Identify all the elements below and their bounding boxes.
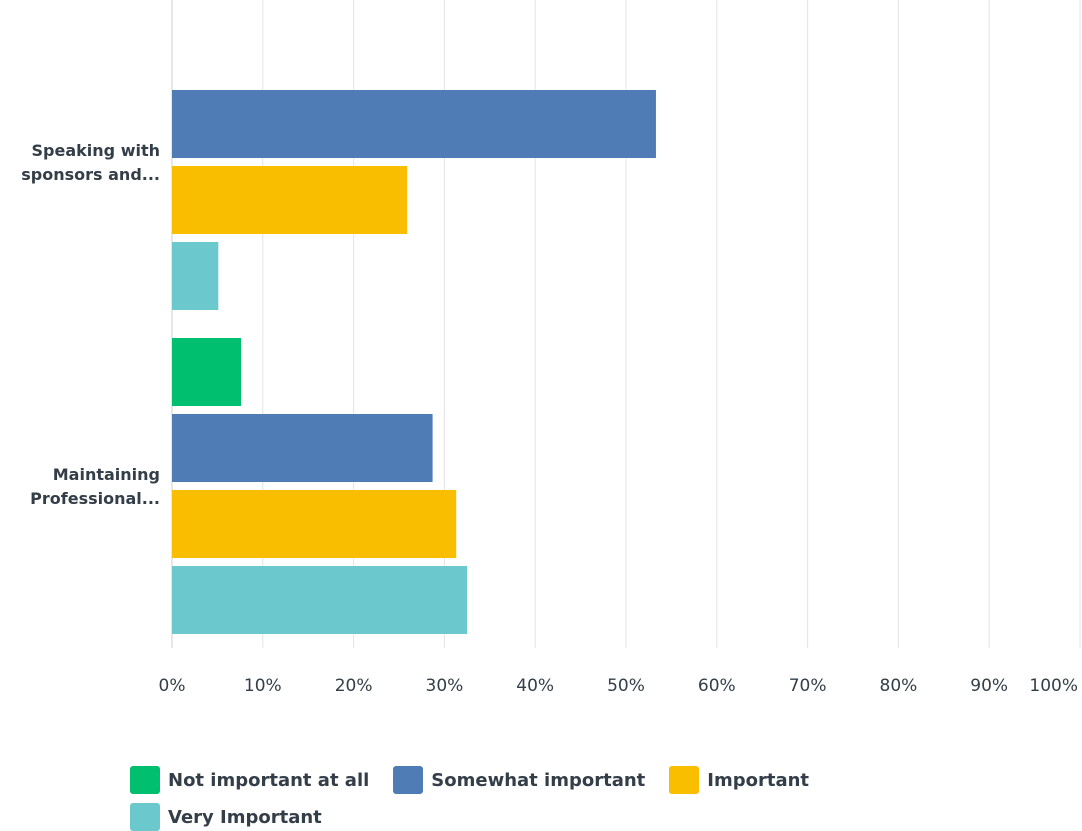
legend-swatch [393, 766, 424, 794]
x-tick-label: 100% [1029, 676, 1078, 696]
x-tick-labels: 0% 10% 20% 30% 40% 50% 60% 70% 80% 90% 100% [159, 676, 1078, 696]
legend-item[interactable]: Very Important [130, 803, 322, 831]
legend-item[interactable]: Not important at all [130, 766, 369, 794]
x-tick-label: 90% [970, 676, 1008, 696]
legend-item[interactable]: Important [669, 766, 809, 794]
legend-label: Somewhat important [431, 769, 646, 791]
x-tick-label: 70% [789, 676, 827, 696]
legend-swatch [669, 766, 700, 794]
x-tick-label: 40% [516, 676, 554, 696]
category-label: Professional... [30, 489, 160, 508]
bar-chart: Speaking with sponsors and... Maintaining P… [21, 0, 1081, 696]
category-label: Maintaining [53, 465, 160, 484]
category-label: Speaking with [32, 141, 160, 160]
legend-item[interactable]: Somewhat important [393, 766, 645, 794]
legend: Not important at all Somewhat important Im… [130, 766, 890, 831]
x-tick-label: 50% [607, 676, 645, 696]
category-label: sponsors and... [21, 165, 160, 184]
legend-label: Very Important [168, 806, 322, 828]
x-tick-label: 60% [698, 676, 736, 696]
legend-label: Important [707, 769, 810, 791]
legend-label: Not important at all [168, 769, 370, 791]
bar[interactable] [172, 90, 656, 158]
bar[interactable] [172, 566, 468, 634]
bar[interactable] [172, 338, 242, 406]
bars [172, 90, 656, 634]
legend-swatch [130, 766, 160, 794]
x-tick-label: 30% [426, 676, 464, 696]
x-tick-label: 80% [880, 676, 918, 696]
bar[interactable] [172, 414, 433, 482]
chart-root: Speaking with sponsors and... Maintaining P… [21, 0, 1081, 831]
x-tick-label: 0% [159, 676, 186, 696]
x-tick-label: 20% [335, 676, 373, 696]
bar[interactable] [172, 166, 408, 234]
legend-swatch [130, 803, 160, 831]
bar[interactable] [172, 242, 219, 310]
category-labels: Speaking with sponsors and... Maintaining P… [21, 141, 160, 508]
bar[interactable] [172, 490, 457, 558]
x-tick-label: 10% [244, 676, 282, 696]
